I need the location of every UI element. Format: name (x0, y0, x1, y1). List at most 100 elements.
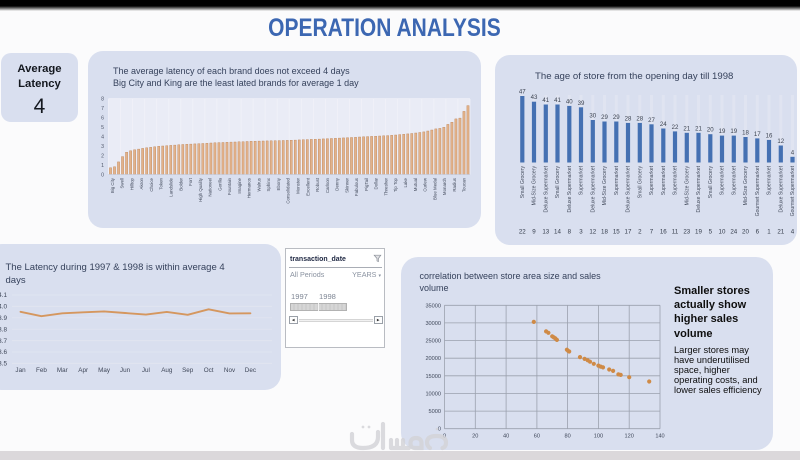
svg-text:PigTail: PigTail (364, 178, 369, 191)
svg-text:Aug: Aug (161, 367, 173, 374)
svg-text:39: 39 (578, 100, 585, 107)
svg-text:40: 40 (566, 98, 573, 105)
svg-text:Jul: Jul (142, 367, 150, 374)
svg-text:Gorilla: Gorilla (217, 177, 222, 190)
svg-text:Big City: Big City (110, 177, 115, 193)
svg-text:20: 20 (707, 127, 714, 134)
svg-text:5000: 5000 (429, 409, 441, 415)
svg-text:27: 27 (648, 117, 655, 124)
svg-text:15000: 15000 (425, 374, 441, 380)
svg-text:41: 41 (554, 97, 561, 104)
svg-text:3.7: 3.7 (0, 338, 7, 345)
svg-text:High Quality: High Quality (198, 177, 203, 202)
svg-text:Mutual: Mutual (413, 178, 418, 191)
svg-text:1: 1 (101, 163, 104, 169)
svg-text:4.1: 4.1 (0, 292, 7, 299)
svg-text:Small Grocery: Small Grocery (708, 166, 714, 199)
svg-text:Ebony: Ebony (276, 177, 281, 190)
svg-text:19: 19 (719, 128, 726, 135)
svg-text:30000: 30000 (425, 321, 441, 327)
svg-text:3: 3 (101, 144, 104, 150)
svg-text:Blue Medal: Blue Medal (432, 178, 437, 200)
svg-text:3: 3 (579, 229, 583, 236)
svg-text:35000: 35000 (425, 303, 441, 309)
svg-text:4: 4 (791, 149, 795, 156)
svg-text:1: 1 (767, 229, 771, 236)
svg-text:8: 8 (568, 229, 572, 236)
svg-text:7: 7 (101, 106, 104, 112)
svg-text:Landslide: Landslide (169, 177, 174, 196)
svg-text:24: 24 (660, 121, 667, 128)
svg-text:Swell: Swell (120, 178, 125, 189)
svg-text:Sphinx: Sphinx (266, 177, 271, 191)
svg-text:29: 29 (613, 114, 620, 121)
svg-text:3.9: 3.9 (0, 315, 7, 322)
svg-text:0: 0 (438, 427, 441, 433)
svg-text:Supermarket: Supermarket (661, 165, 667, 195)
svg-text:Gourmet Supermarket: Gourmet Supermarket (790, 165, 796, 216)
svg-text:0: 0 (101, 172, 104, 178)
svg-text:3.5: 3.5 (0, 361, 7, 368)
svg-text:Mid-Size Grocery: Mid-Size Grocery (743, 166, 749, 206)
svg-text:29: 29 (601, 114, 608, 121)
svg-text:Deluxe Supermarket: Deluxe Supermarket (696, 165, 702, 212)
svg-text:Deluxe Supermarket: Deluxe Supermarket (590, 165, 596, 212)
svg-text:18: 18 (601, 229, 608, 236)
svg-text:40: 40 (503, 434, 509, 440)
svg-text:5: 5 (709, 229, 713, 236)
svg-text:4: 4 (791, 229, 795, 236)
svg-text:Small Grocery: Small Grocery (637, 166, 643, 199)
svg-text:Excellent: Excellent (305, 177, 310, 196)
svg-text:20000: 20000 (425, 356, 441, 362)
svg-text:Oct: Oct (204, 367, 214, 374)
svg-text:Token: Token (159, 177, 164, 189)
svg-text:Deluxe Supermarket: Deluxe Supermarket (626, 165, 632, 212)
svg-text:Fabulous: Fabulous (354, 177, 359, 196)
svg-text:Supermarket: Supermarket (579, 165, 585, 195)
svg-text:11: 11 (672, 229, 679, 236)
svg-text:2: 2 (638, 229, 642, 236)
svg-text:22: 22 (672, 124, 679, 131)
svg-text:Deluxe Supermarket: Deluxe Supermarket (778, 165, 784, 212)
svg-text:10: 10 (719, 229, 726, 236)
svg-text:Lake: Lake (403, 177, 408, 187)
svg-text:Nov: Nov (224, 367, 236, 374)
svg-text:41: 41 (542, 97, 549, 104)
svg-text:100: 100 (594, 434, 603, 440)
svg-text:Mar: Mar (57, 367, 68, 374)
svg-text:3.6: 3.6 (0, 349, 7, 356)
svg-text:20: 20 (742, 229, 749, 236)
svg-text:9: 9 (532, 229, 536, 236)
svg-text:Nationeel: Nationeel (208, 178, 213, 197)
svg-text:140: 140 (655, 434, 664, 440)
svg-text:3.8: 3.8 (0, 326, 7, 333)
svg-text:21: 21 (695, 125, 702, 132)
svg-text:Supermarket: Supermarket (673, 165, 679, 195)
svg-text:Fountain: Fountain (227, 177, 232, 195)
svg-text:Mid-Size Grocery: Mid-Size Grocery (532, 166, 538, 206)
svg-text:Feb: Feb (36, 367, 47, 374)
svg-text:28: 28 (636, 115, 643, 122)
svg-text:Monster: Monster (296, 177, 301, 193)
svg-text:Supermarket: Supermarket (649, 165, 655, 195)
svg-text:Fort: Fort (188, 177, 193, 186)
svg-text:80: 80 (564, 434, 570, 440)
svg-text:Jun: Jun (120, 367, 131, 374)
svg-text:Mid-Size Grocery: Mid-Size Grocery (684, 166, 690, 206)
svg-text:120: 120 (625, 434, 634, 440)
svg-text:Deluxe Supermarket: Deluxe Supermarket (567, 165, 573, 212)
svg-text:Dollar: Dollar (374, 177, 379, 189)
svg-text:6: 6 (756, 229, 760, 236)
svg-text:Curlew: Curlew (423, 177, 428, 191)
svg-text:Denny: Denny (335, 177, 340, 190)
svg-text:19: 19 (695, 229, 702, 236)
svg-text:Mid-Size Grocery: Mid-Size Grocery (602, 166, 608, 206)
svg-text:Apr: Apr (78, 367, 88, 374)
svg-text:47: 47 (519, 89, 526, 96)
svg-text:23: 23 (683, 229, 690, 236)
svg-text:May: May (98, 367, 111, 374)
svg-text:Small Grocery: Small Grocery (555, 166, 561, 199)
svg-text:7: 7 (650, 229, 654, 236)
svg-text:Consolidated: Consolidated (286, 177, 291, 203)
svg-text:Supermarket: Supermarket (767, 165, 773, 195)
